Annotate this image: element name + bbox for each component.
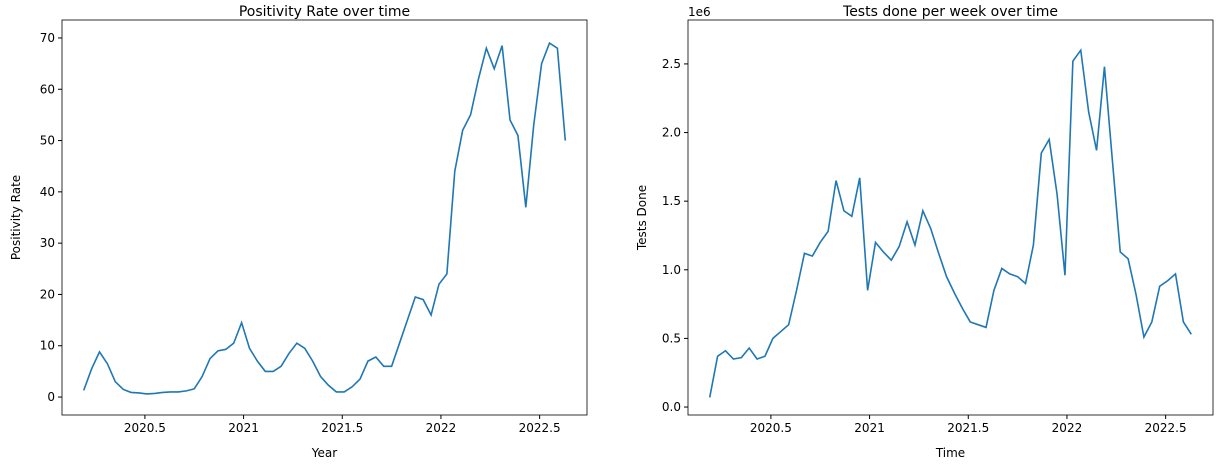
y-tick-label: 60 [40, 82, 55, 96]
y-axis-label: Tests Done [635, 185, 649, 251]
x-tick-label: 2021.5 [947, 421, 989, 435]
chart-title: Tests done per week over time [842, 4, 1058, 20]
y-tick-label: 70 [40, 31, 55, 45]
chart-title: Positivity Rate over time [239, 4, 410, 20]
plot-frame [61, 19, 588, 416]
x-tick-label: 2022.5 [1145, 421, 1187, 435]
y-tick-label: 1.0 [662, 263, 681, 277]
plot-frame [687, 19, 1214, 416]
y-tick-label: 10 [40, 339, 55, 353]
x-tick-label: 2021 [854, 421, 885, 435]
data-line [708, 48, 1192, 398]
y-tick-label: 40 [40, 185, 55, 199]
x-tick-label: 2022 [1052, 421, 1083, 435]
y-tick-label: 0.5 [662, 331, 681, 345]
x-tick-label: 2022 [426, 421, 457, 435]
y-tick-label: 1.5 [662, 194, 681, 208]
y-offset-label: 1e6 [688, 5, 711, 19]
x-tick-label: 2021.5 [321, 421, 363, 435]
x-tick-label: 2021 [228, 421, 259, 435]
x-axis-label: Time [935, 446, 965, 460]
y-axis-label: Positivity Rate [9, 175, 23, 260]
data-line [82, 41, 567, 395]
x-tick-label: 2022.5 [519, 421, 561, 435]
x-axis-label: Year [311, 446, 337, 460]
y-tick-label: 30 [40, 236, 55, 250]
x-tick-label: 2020.5 [124, 421, 166, 435]
x-tick-label: 2020.5 [750, 421, 792, 435]
y-tick-label: 2.0 [662, 126, 681, 140]
y-tick-label: 20 [40, 287, 55, 301]
y-tick-label: 50 [40, 134, 55, 148]
y-tick-label: 0 [47, 390, 55, 404]
y-tick-label: 0.0 [662, 400, 681, 414]
y-tick-label: 2.5 [662, 57, 681, 71]
